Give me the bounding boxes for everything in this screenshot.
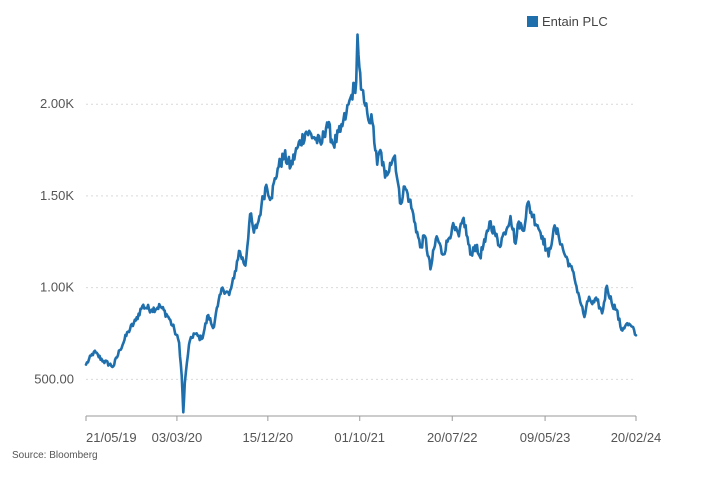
y-tick-label: 2.00K [40, 96, 74, 111]
legend-label-entain-plc: Entain PLC [542, 14, 608, 29]
x-tick-label: 03/03/20 [152, 430, 203, 445]
x-axis-tick-labels: 21/05/19 03/03/20 15/12/20 01/10/21 20/07/22… [85, 416, 662, 445]
x-tick-label: 01/10/21 [334, 430, 385, 445]
grid-lines [86, 103, 636, 380]
y-tick-label: 500.00 [34, 371, 74, 386]
series-lines [84, 33, 638, 414]
y-axis-tick-labels: 500.00 1.00K 1.50K 2.00K [34, 96, 74, 386]
legend-swatch-entain-plc [527, 16, 538, 27]
x-tick-label: 20/07/22 [427, 430, 478, 445]
source-note: Source: Bloomberg [12, 450, 98, 461]
x-tick-label: 20/02/24 [611, 430, 662, 445]
x-tick-label: 09/05/23 [520, 430, 571, 445]
x-tick-label: 15/12/20 [243, 430, 294, 445]
y-tick-label: 1.50K [40, 188, 74, 203]
x-tick-label: 21/05/19 [86, 430, 137, 445]
legend: Entain PLC [527, 14, 608, 29]
y-tick-label: 1.00K [40, 280, 74, 295]
series-line-entain-plc [84, 33, 638, 414]
